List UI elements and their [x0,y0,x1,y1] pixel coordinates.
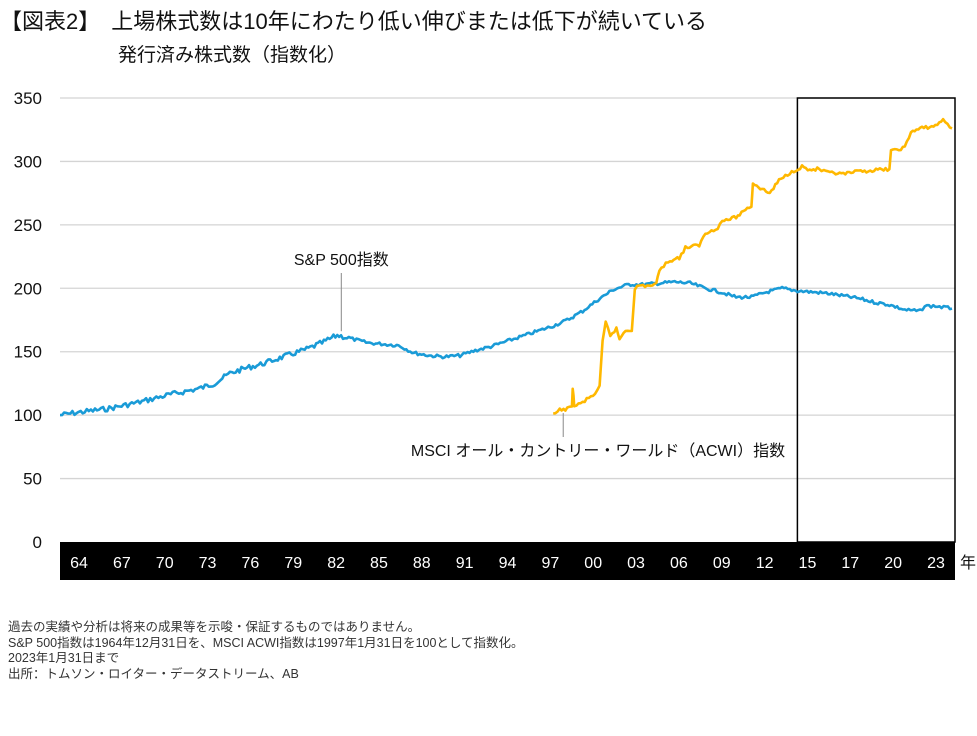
y-tick-label: 300 [14,152,42,171]
x-axis-unit-label: 年 [960,554,976,572]
x-tick-label: 03 [627,555,645,572]
sp500-series-label: S&P 500指数 [294,251,389,269]
y-tick-label: 350 [14,89,42,108]
x-axis-band [60,542,955,580]
sp500-series-line [60,279,953,417]
x-tick-label: 79 [284,555,302,572]
x-tick-label: 73 [199,555,217,572]
x-tick-label: 91 [456,555,474,572]
line-chart: 0 50 100 150 200 250 300 350 64 67 70 73 76 79 82 85 88 9… [14,89,976,580]
x-tick-label: 97 [541,555,559,572]
acwi-series-line [552,117,953,415]
acwi-series-label: MSCI オール・カントリー・ワールド（ACWI）指数 [411,442,785,460]
x-tick-label: 70 [156,555,174,572]
x-tick-label: 82 [327,555,345,572]
x-tick-label: 15 [799,555,817,572]
x-tick-label: 00 [584,555,602,572]
footnotes: 過去の実績や分析は将来の成果等を示唆・保証するものではありません。 S&P 50… [8,620,524,682]
x-tick-label: 94 [499,555,517,572]
footnote-disclaimer: 過去の実績や分析は将来の成果等を示唆・保証するものではありません。 [8,620,421,634]
footnote-index-base: S&P 500指数は1964年12月31日を、MSCI ACWI指数は1997年… [8,635,524,650]
x-tick-label: 85 [370,555,388,572]
x-tick-label: 88 [413,555,431,572]
footnote-date: 2023年1月31日まで [8,651,120,665]
y-tick-label: 0 [33,533,42,552]
y-tick-label: 200 [14,279,42,298]
y-tick-label: 150 [14,343,42,362]
chart-title: 【図表2】 上場株式数は10年にわたり低い伸びまたは低下が続いている [0,9,708,34]
x-tick-label: 76 [242,555,260,572]
x-tick-label: 12 [756,555,774,572]
y-tick-label: 100 [14,406,42,425]
y-tick-label: 50 [23,470,42,489]
x-tick-label: 17 [841,555,859,572]
x-tick-label: 06 [670,555,688,572]
x-tick-label: 20 [884,555,902,572]
highlight-box [796,97,956,543]
x-tick-label: 23 [927,555,945,572]
x-tick-label: 09 [713,555,731,572]
x-tick-label: 64 [70,555,88,572]
y-tick-label: 250 [14,216,42,235]
footnote-source: 出所：トムソン・ロイター・データストリーム、AB [8,666,299,681]
chart-subtitle: 発行済み株式数（指数化） [118,45,347,66]
x-tick-label: 67 [113,555,131,572]
